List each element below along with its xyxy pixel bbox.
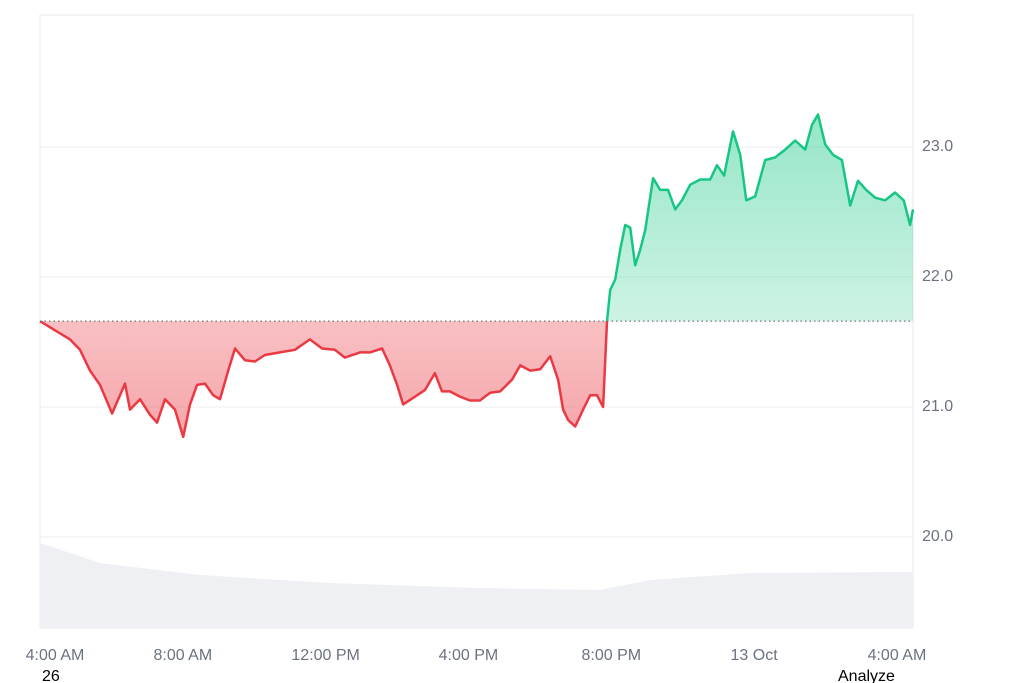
price-line-down (39, 321, 609, 439)
x-tick-label: 4:00 AM (868, 647, 927, 664)
volume-background (40, 543, 913, 628)
analyze-button[interactable]: Analyze (838, 668, 895, 683)
x-tick-label: 4:00 AM (26, 647, 85, 664)
area-up (607, 114, 913, 322)
y-tick-label: 21.0 (922, 398, 953, 415)
x-tick-label: 13 Oct (731, 647, 779, 664)
y-tick-label: 20.0 (922, 528, 953, 545)
x-tick-label: 12:00 PM (291, 647, 359, 664)
cropped-label: 26 (42, 668, 60, 683)
x-tick-label: 8:00 AM (153, 647, 212, 664)
y-tick-label: 23.0 (922, 138, 953, 155)
y-tick-label: 22.0 (922, 268, 953, 285)
price-line-up (40, 113, 915, 322)
plot: 20.0 21.0 22.0 23.0 4:00 AM 8:00 AM 12:00 PM 4:… (26, 113, 953, 664)
x-tick-label: 4:00 PM (439, 647, 499, 664)
area-down (40, 321, 913, 437)
x-tick-label: 8:00 PM (581, 647, 641, 664)
